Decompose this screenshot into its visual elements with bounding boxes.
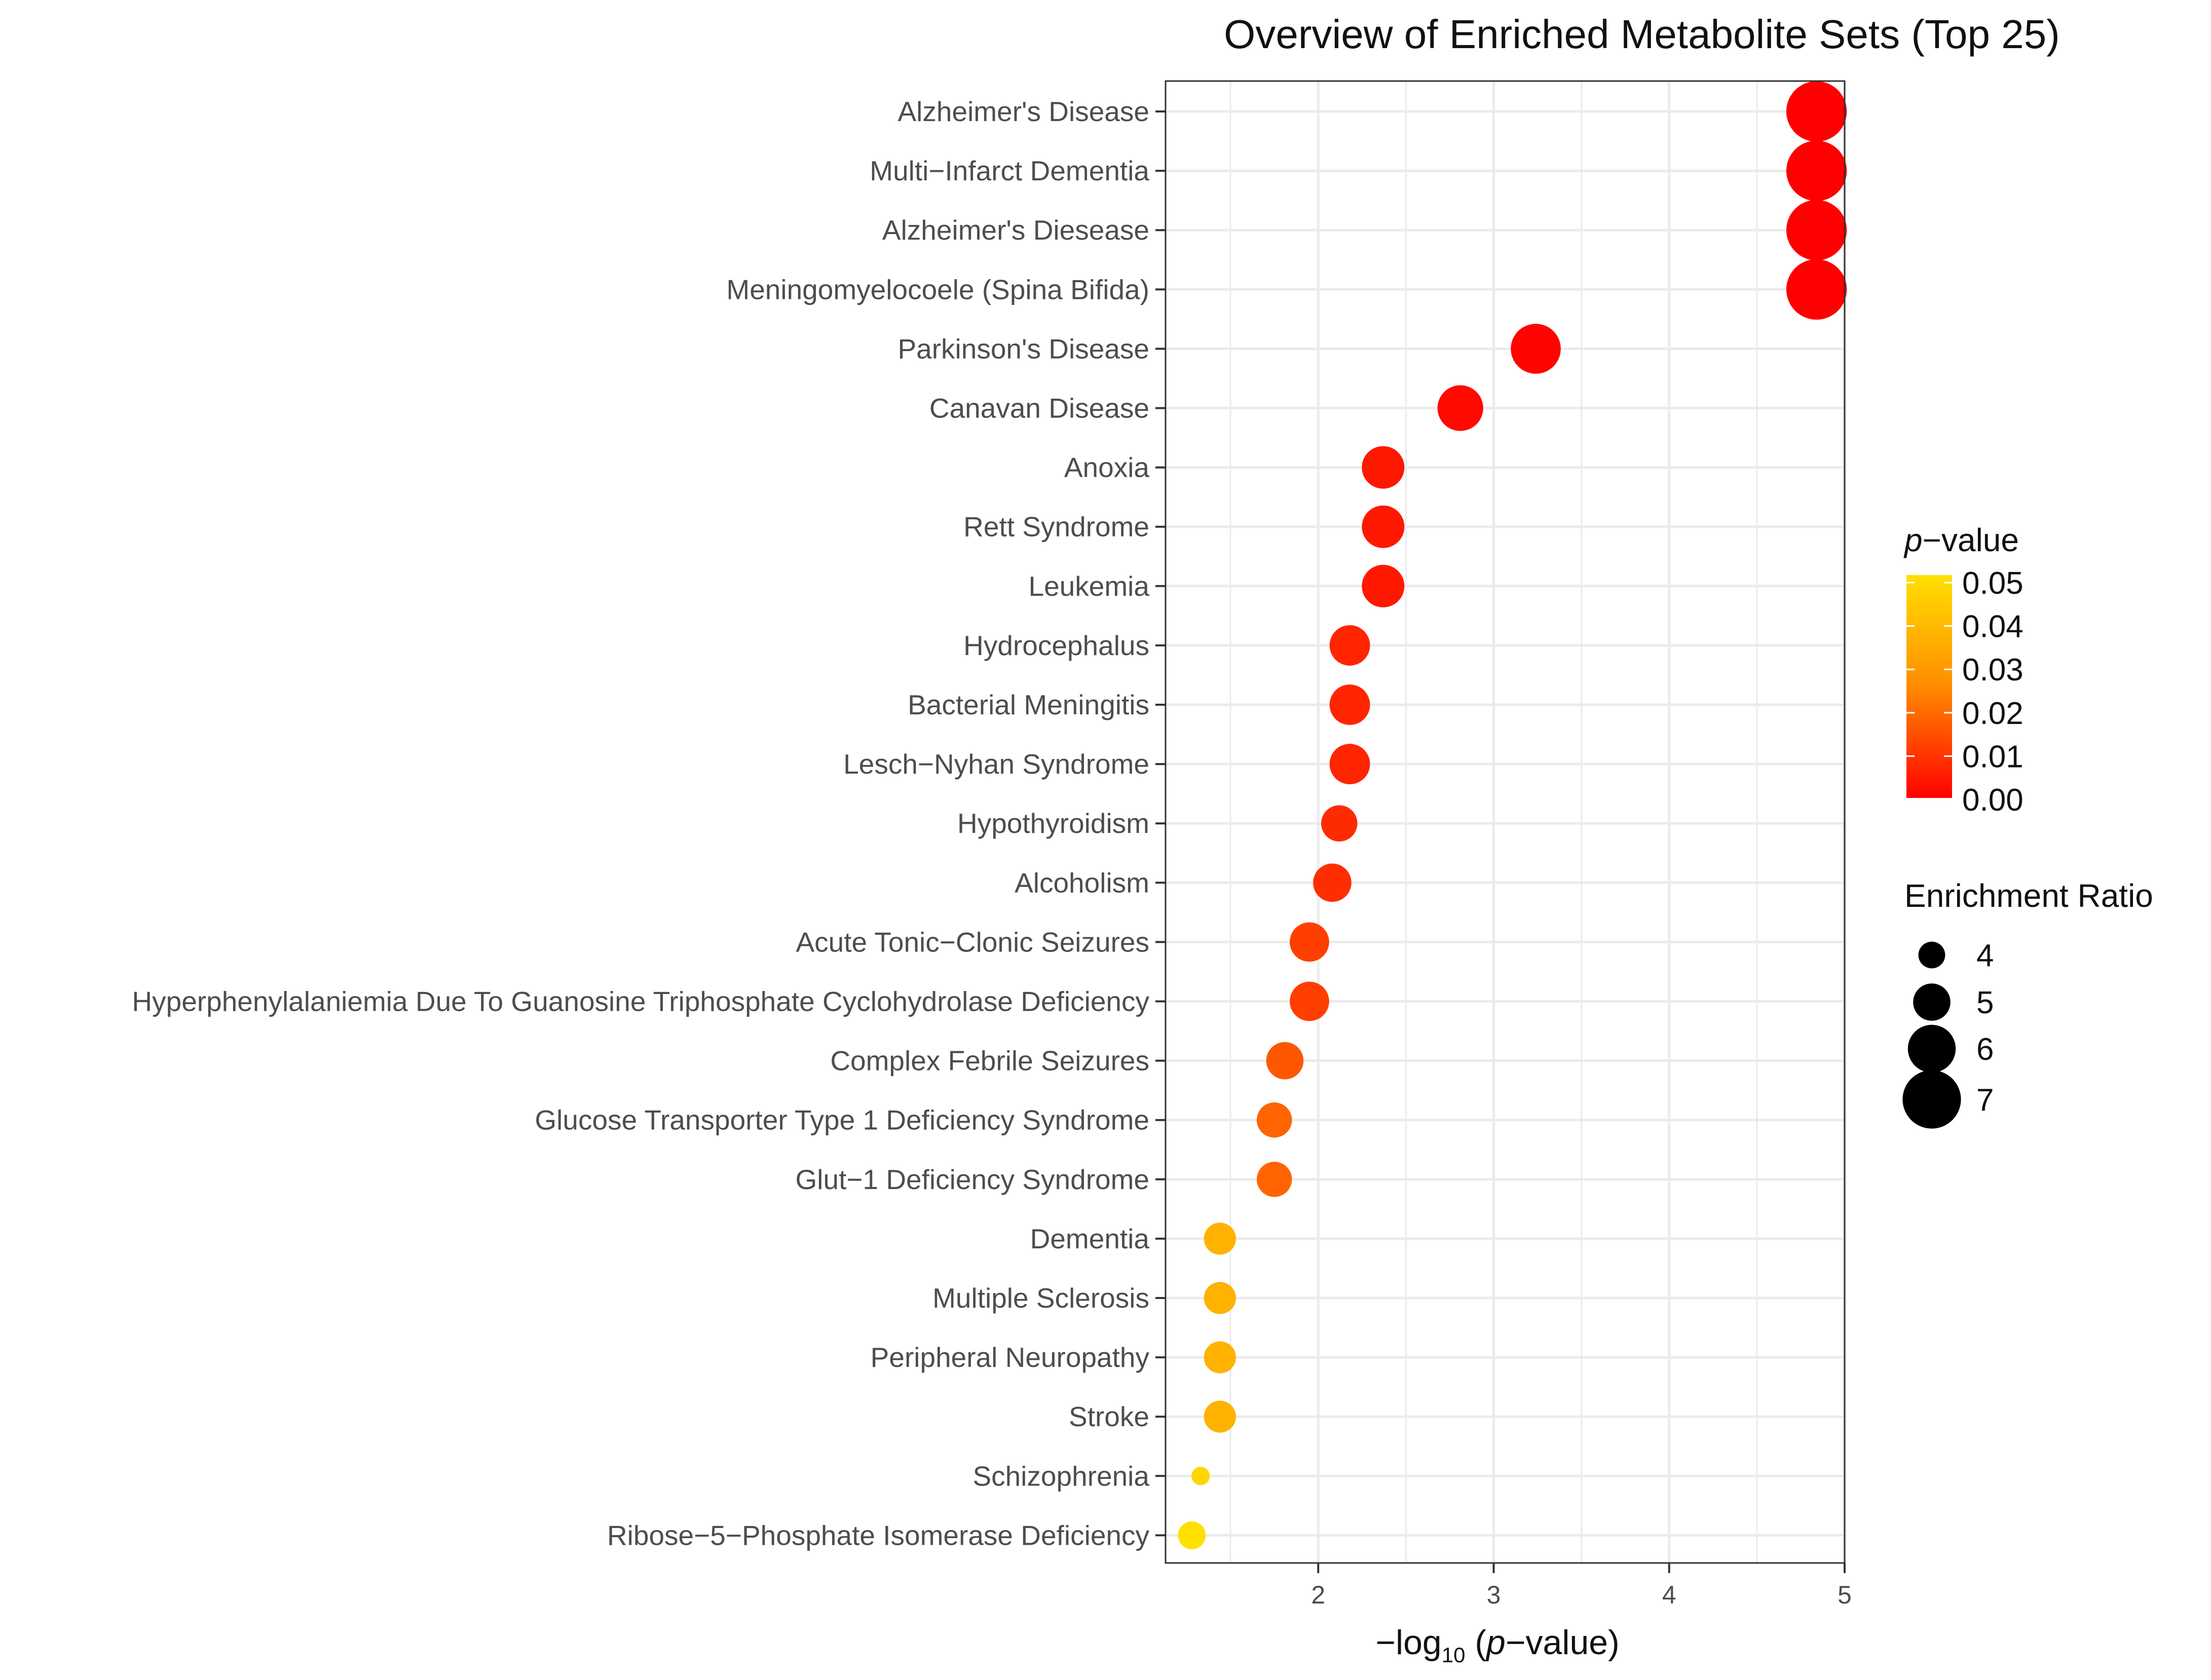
grid-lines bbox=[1166, 81, 1846, 1563]
enrichment-ratio-legend: Enrichment Ratio 4 5 6 7 bbox=[1902, 877, 2153, 1129]
data-point bbox=[1786, 200, 1847, 260]
data-point bbox=[1178, 1521, 1206, 1549]
data-point bbox=[1362, 564, 1405, 607]
y-tick-label: Ribose−5−Phosphate Isomerase Deficiency bbox=[607, 1519, 1150, 1551]
data-point bbox=[1290, 981, 1329, 1021]
y-tick-label: Lesch−Nyhan Syndrome bbox=[843, 748, 1149, 780]
y-tick-label: Rett Syndrome bbox=[963, 511, 1149, 543]
y-tick-label: Canavan Disease bbox=[929, 393, 1149, 424]
y-tick-label: Stroke bbox=[1069, 1401, 1149, 1432]
enrichment-ratio-legend-title: Enrichment Ratio bbox=[1904, 877, 2153, 914]
data-point bbox=[1204, 1341, 1236, 1373]
enrichment-ratio-legend-items: 4 5 6 7 bbox=[1902, 938, 1994, 1129]
data-point bbox=[1786, 140, 1847, 201]
size-legend-label: 5 bbox=[1976, 985, 1994, 1020]
color-bar-label: 0.04 bbox=[1962, 609, 2023, 644]
y-tick-label: Schizophrenia bbox=[972, 1460, 1149, 1492]
p-value-color-bar bbox=[1906, 575, 1952, 798]
y-tick-label: Bacterial Meningitis bbox=[908, 689, 1149, 720]
x-tick-label: 2 bbox=[1311, 1581, 1325, 1609]
x-axis-title-prefix: −log bbox=[1375, 1623, 1441, 1662]
data-point bbox=[1191, 1467, 1210, 1485]
y-tick-label: Dementia bbox=[1030, 1223, 1150, 1254]
x-axis-title-subscript: 10 bbox=[1442, 1643, 1466, 1667]
p-value-legend-title-italic: p bbox=[1903, 522, 1923, 558]
y-tick-label: Parkinson's Disease bbox=[897, 333, 1149, 364]
data-point bbox=[1204, 1223, 1236, 1255]
y-tick-label: Glut−1 Deficiency Syndrome bbox=[795, 1164, 1149, 1195]
y-tick-label: Anoxia bbox=[1064, 452, 1150, 483]
size-legend-label: 7 bbox=[1976, 1083, 1994, 1118]
y-tick-label: Alzheimer's Diesease bbox=[882, 214, 1149, 246]
y-tick-label: Hypothyroidism bbox=[957, 808, 1149, 839]
data-point bbox=[1329, 625, 1370, 666]
y-tick-label: Alcoholism bbox=[1015, 867, 1149, 898]
y-tick-label: Complex Febrile Seizures bbox=[830, 1045, 1149, 1077]
size-legend-dot bbox=[1902, 1070, 1961, 1129]
x-tick-label: 3 bbox=[1487, 1581, 1501, 1609]
x-axis-title-rest: −value) bbox=[1506, 1623, 1620, 1662]
data-point bbox=[1204, 1282, 1236, 1314]
data-points bbox=[1178, 81, 1847, 1549]
color-bar-label: 0.03 bbox=[1962, 653, 2023, 688]
x-axis-title-italic: p bbox=[1485, 1623, 1506, 1662]
data-point bbox=[1329, 744, 1370, 785]
data-point bbox=[1256, 1162, 1292, 1197]
data-point bbox=[1256, 1102, 1292, 1138]
x-axis-title: −log10 (p−value) bbox=[1375, 1623, 1619, 1667]
size-legend-dot bbox=[1907, 1024, 1956, 1073]
data-point bbox=[1437, 385, 1483, 431]
size-legend-label: 4 bbox=[1976, 938, 1994, 973]
y-tick-label: Alzheimer's Disease bbox=[897, 96, 1149, 127]
x-tick-label: 4 bbox=[1662, 1581, 1676, 1609]
y-tick-label: Acute Tonic−Clonic Seizures bbox=[796, 926, 1149, 958]
color-bar-label: 0.01 bbox=[1962, 739, 2023, 774]
data-point bbox=[1786, 81, 1847, 142]
data-point bbox=[1321, 805, 1358, 842]
data-point bbox=[1786, 259, 1847, 320]
color-bar-label: 0.00 bbox=[1962, 783, 2023, 818]
data-point bbox=[1290, 922, 1329, 962]
y-tick-label: Meningomyelocoele (Spina Bifida) bbox=[726, 274, 1149, 305]
size-legend-dot bbox=[1913, 983, 1951, 1021]
axes: Alzheimer's Disease Multi−Infarct Dementi… bbox=[132, 96, 1852, 1609]
p-value-legend: p−value 0.05 0.04 0.03 0.02 0.01 0.00 bbox=[1903, 522, 2023, 818]
data-point bbox=[1266, 1042, 1304, 1080]
chart-title: Overview of Enriched Metabolite Sets (To… bbox=[1224, 12, 2060, 57]
y-tick-label: Peripheral Neuropathy bbox=[871, 1342, 1150, 1373]
data-point bbox=[1204, 1400, 1236, 1433]
y-tick-label: Leukemia bbox=[1029, 570, 1150, 602]
size-legend-label: 6 bbox=[1976, 1032, 1994, 1067]
y-tick-label: Hyperphenylalaniemia Due To Guanosine Tr… bbox=[132, 986, 1149, 1017]
plot-panel-border bbox=[1165, 80, 1846, 1564]
color-bar-label: 0.05 bbox=[1962, 566, 2023, 601]
y-tick-label: Multiple Sclerosis bbox=[932, 1282, 1149, 1314]
p-value-color-bar-ticks: 0.05 0.04 0.03 0.02 0.01 0.00 bbox=[1906, 566, 2023, 818]
color-bar-label: 0.02 bbox=[1962, 696, 2023, 731]
y-tick-label: Glucose Transporter Type 1 Deficiency Sy… bbox=[535, 1104, 1149, 1136]
data-point bbox=[1313, 863, 1352, 902]
x-tick-label: 5 bbox=[1838, 1581, 1852, 1609]
data-point bbox=[1329, 684, 1370, 725]
y-tick-label: Multi−Infarct Dementia bbox=[870, 155, 1149, 186]
p-value-legend-title-rest: −value bbox=[1923, 522, 2019, 558]
data-point bbox=[1511, 324, 1561, 374]
size-legend-dot bbox=[1918, 941, 1945, 969]
x-axis-title-paren: ( bbox=[1465, 1623, 1486, 1662]
p-value-legend-title: p−value bbox=[1903, 522, 2019, 558]
y-tick-label: Hydrocephalus bbox=[963, 630, 1149, 661]
data-point bbox=[1362, 446, 1405, 489]
data-point bbox=[1362, 505, 1405, 548]
